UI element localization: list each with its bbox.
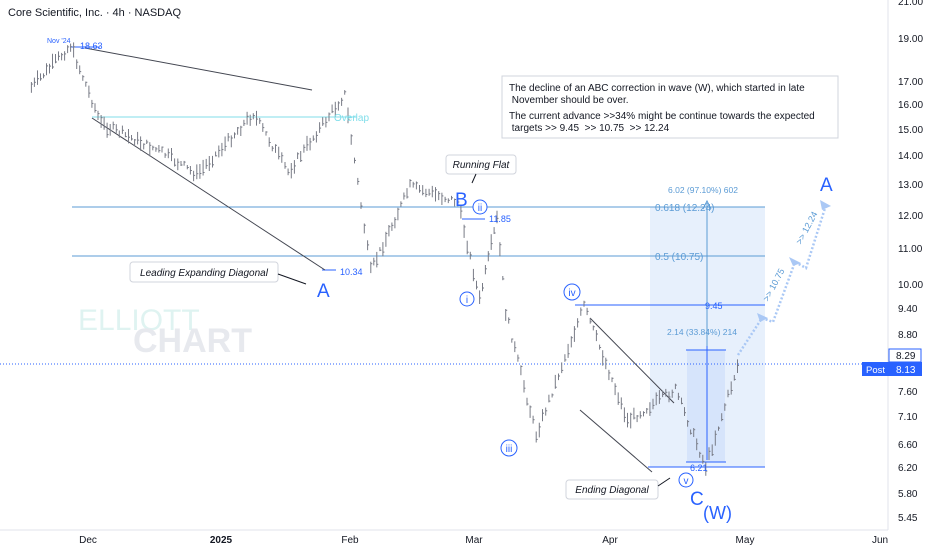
y-tick: 17.00 [898,77,923,88]
y-tick: 7.10 [898,412,918,423]
x-tick: Jun [872,535,888,546]
projection-arrowhead-2 [789,257,801,266]
wave-label-W: (W) [703,503,732,523]
x-tick: Dec [79,535,97,546]
y-tick: 5.80 [898,489,918,500]
measure-arrowhead-1 [702,199,712,210]
diagonal-lower-line [91,117,326,271]
callout-leading-diagonal [129,261,279,283]
ending-diagonal-lower-line [579,409,653,473]
advance-box [687,350,725,462]
wave-label-B: B [455,190,468,211]
price-label-1034: 10.34 [340,267,363,277]
callout-running-flat [445,154,517,175]
callout-ending-diagonal-pointer [657,477,671,487]
y-tick: 9.40 [898,304,918,315]
wave-label-C: C [690,489,704,510]
chart-title: Core Scientific, Inc. · 4h · NASDAQ [8,7,181,19]
x-tick: May [736,535,755,546]
nov24-label: Nov '24 [47,38,71,45]
price-label-1185: 11.85 [489,214,511,224]
fib-label-0618: 0.618 (12.24) [655,203,715,214]
callout-leading-diagonal-pointer [277,273,307,285]
x-tick: Feb [341,535,359,546]
y-tick: 8.80 [898,330,918,341]
wave-circle-iv [563,283,581,301]
watermark-line1: ELLIOTT [78,304,200,337]
current-price-tag [890,362,922,376]
y-tick: 16.00 [898,100,923,111]
x-tick: Mar [465,535,483,546]
wave-circle-v [678,472,694,488]
wave-circle-ii [472,199,488,215]
price-bars [30,42,739,476]
x-tick: 2025 [210,535,233,546]
post-label: Post [866,365,885,376]
wave-label-i: i [466,295,468,306]
analysis-note-line2: November should be over. [509,95,629,106]
ending-diagonal-upper-line [589,317,675,404]
y-tick: 15.00 [898,125,923,136]
y-tick: 5.45 [898,513,918,524]
callout-running-flat-text: Running Flat [453,160,511,171]
wave-label-iii: iii [506,444,513,455]
y-tick: 19.00 [898,34,923,45]
projection-path [736,204,828,356]
y-tick: 6.20 [898,463,918,474]
price-label-621: 6.21 [690,463,708,473]
wave-label-iv: iv [568,288,575,299]
current-price-value: 8.13 [896,365,916,376]
y-tick: 7.60 [898,387,918,398]
y-tick: 11.00 [898,244,923,255]
callout-running-flat-pointer [471,173,477,184]
analysis-note-line4: targets >> 9.45 >> 10.75 >> 12.24 [509,123,670,134]
y-tick: 6.60 [898,440,918,451]
overlap-label: Overlap [334,113,369,124]
measure-label-1: 6.02 (97.10%) 602 [668,185,738,195]
y-tick: 21.00 [898,0,923,8]
callout-ending-diagonal-text: Ending Diagonal [575,485,649,496]
measure-label-2: 2.14 (33.84%) 214 [667,327,737,337]
y-tick: 10.00 [898,280,923,291]
last-price-value: 8.29 [896,351,916,362]
analysis-note-line1: The decline of an ABC correction in wave… [509,83,805,94]
price-label-1863: 18.63 [80,41,103,51]
callout-ending-diagonal [565,479,659,500]
diagonal-upper-line [84,47,313,91]
price-label-945: 9.45 [705,301,723,311]
fib-label-05: 0.5 (10.75) [655,252,703,263]
wave-label-ii: ii [478,203,482,214]
wave-circle-i [459,291,475,307]
post-tag [862,362,890,376]
price-axis[interactable]: 21.00 19.00 17.00 16.00 15.00 14.00 13.0… [898,0,923,524]
projection-arrowhead-3 [820,200,831,210]
watermark-line2: CHART [133,322,252,360]
projection-arrowhead-1 [757,313,768,322]
wave-label-v: v [684,476,689,487]
x-tick: Apr [602,535,618,546]
callout-leading-diagonal-text: Leading Expanding Diagonal [140,268,269,279]
time-axis[interactable]: Dec 2025 Feb Mar Apr May Jun [79,535,888,546]
wave-circle-iii [500,439,518,457]
wave-label-A: A [317,281,330,302]
y-tick: 12.00 [898,211,923,222]
y-tick: 13.00 [898,180,923,191]
analysis-note-line3: The current advance >>34% might be conti… [509,111,815,122]
y-tick: 14.00 [898,151,923,162]
analysis-note-box [501,75,839,139]
wave-label-target-A: A [820,175,833,196]
